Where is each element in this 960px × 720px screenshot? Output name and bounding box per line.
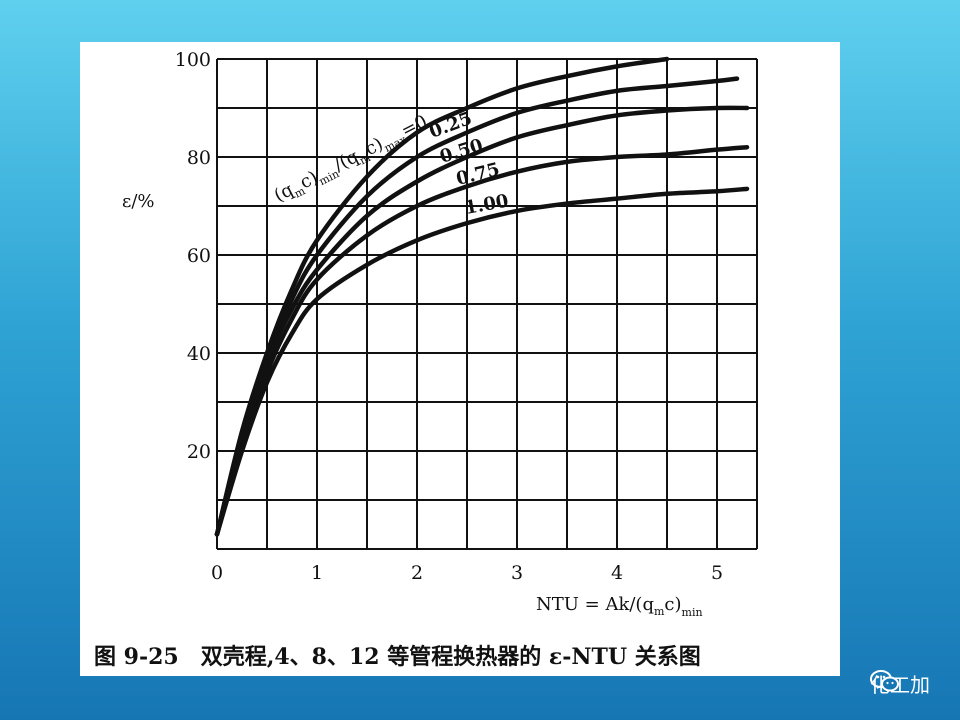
y-axis-label: ε/% xyxy=(122,191,155,212)
y-tick-label: 60 xyxy=(187,245,211,267)
x-tick-label: 0 xyxy=(211,562,223,584)
y-tick-label: 40 xyxy=(187,343,211,365)
figure-caption: 图 9-25 双壳程,4、8、12 等管程换热器的 ε-NTU 关系图 xyxy=(94,644,701,670)
x-tick-label: 2 xyxy=(411,562,423,584)
y-tick-label: 80 xyxy=(187,147,211,169)
curve-label-0-75: 0.75 xyxy=(454,159,502,190)
curve-ratio-1-00 xyxy=(214,186,750,537)
x-tick-label: 1 xyxy=(311,562,323,584)
wechat-icon xyxy=(870,670,899,692)
watermark-text: 化工加 xyxy=(870,673,930,697)
curve-ratio-0-75 xyxy=(214,144,750,537)
curve-ratio-0-50 xyxy=(214,105,750,537)
curves xyxy=(214,56,750,537)
y-tick-label: 20 xyxy=(187,441,211,463)
y-tick-label: 100 xyxy=(175,49,211,71)
watermark: 化工加 xyxy=(870,669,930,698)
x-tick-label: 5 xyxy=(711,562,723,584)
x-axis-label: NTU = Ak/(qmc)min xyxy=(536,594,703,619)
figure-panel: 0 1 2 3 4 5 20 40 60 80 100 ε/% (qmc)min/(qmc)max=… xyxy=(80,42,840,676)
x-tick-label: 3 xyxy=(511,562,523,584)
x-tick-label: 4 xyxy=(611,562,623,584)
axis-ticks: 0 1 2 3 4 5 20 40 60 80 100 xyxy=(175,49,723,584)
